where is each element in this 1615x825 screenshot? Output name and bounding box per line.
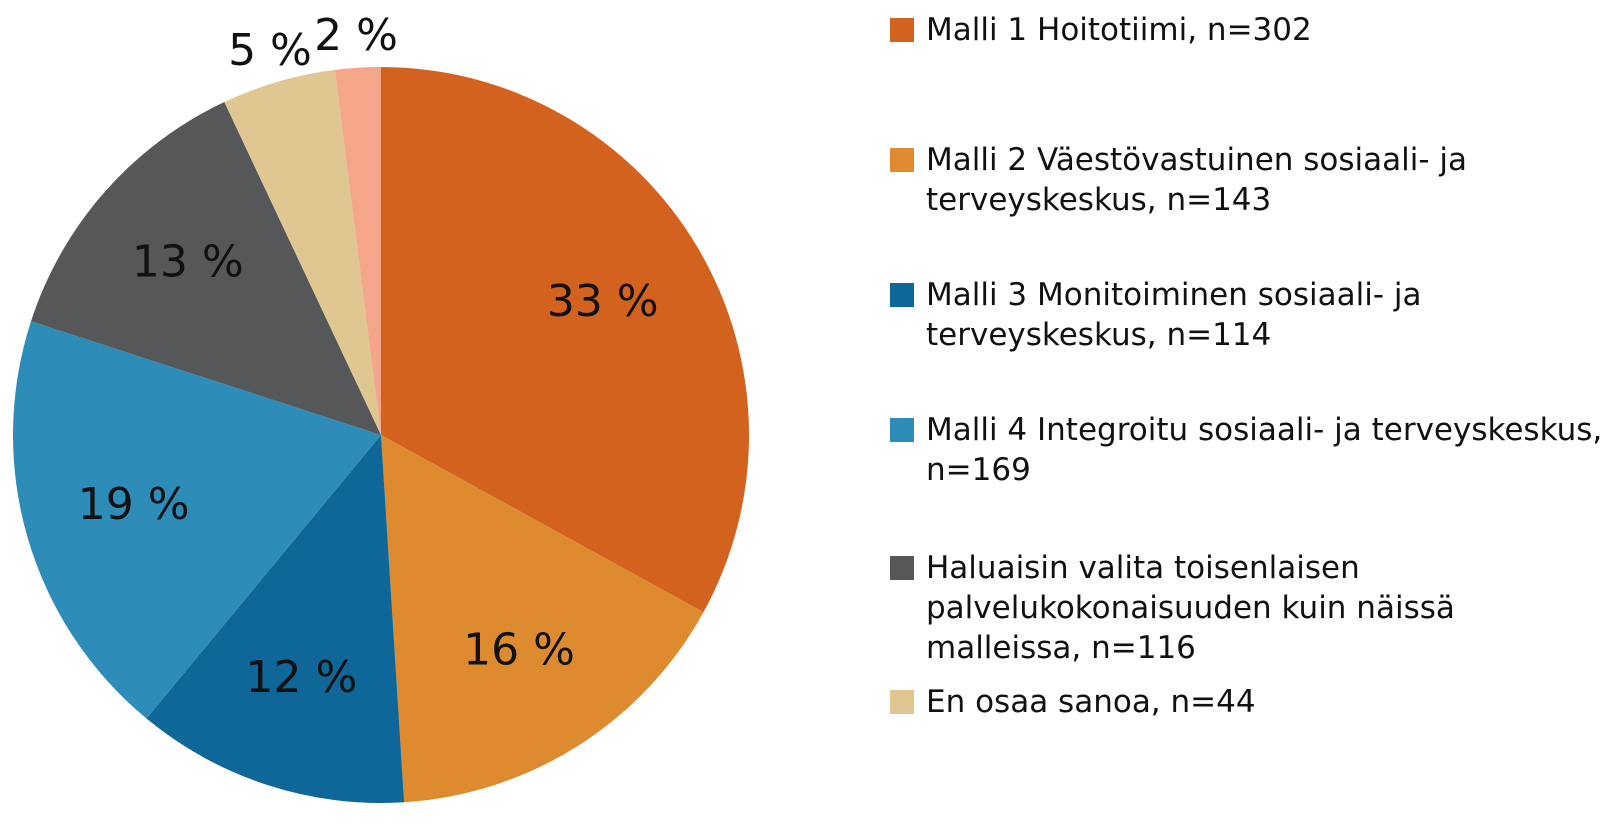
legend-label: Malli 3 Monitoiminen sosiaali- ja tervey… (926, 277, 1422, 353)
legend-label: Haluaisin valita toisenlaisen palvelukok… (926, 550, 1455, 666)
legend-label: En osaa sanoa, n=44 (926, 684, 1256, 720)
legend-label: Malli 2 Väestövastuinen sosiaali- ja ter… (926, 142, 1468, 218)
legend-swatch (890, 283, 914, 307)
pie-slice (224, 69, 381, 435)
pie-slice (13, 321, 382, 719)
legend-label: Malli 4 Integroitu sosiaali- ja terveysk… (926, 412, 1603, 488)
legend-swatch (890, 556, 914, 580)
legend-item: Malli 3 Monitoiminen sosiaali- ja tervey… (890, 275, 1610, 355)
legend-item: Haluaisin valita toisenlaisen palvelukok… (890, 548, 1610, 668)
legend-item: En osaa sanoa, n=44 (890, 682, 1610, 722)
pie-slice (146, 435, 405, 804)
data-label: 2 % (314, 10, 398, 61)
data-label: 12 % (245, 652, 357, 703)
legend-item: Malli 1 Hoitotiimi, n=302 (890, 10, 1610, 50)
pie-area: 33 % 16 % 12 % 19 % 13 % 5 % 2 % (13, 10, 749, 804)
pie-slice (31, 102, 382, 435)
legend-item: Malli 4 Integroitu sosiaali- ja terveysk… (890, 410, 1610, 490)
data-label: 16 % (463, 624, 575, 675)
legend-swatch (890, 148, 914, 172)
data-label: 13 % (132, 237, 244, 288)
legend-item: Malli 2 Väestövastuinen sosiaali- ja ter… (890, 140, 1610, 220)
pie-slice (381, 435, 704, 803)
pie-slice (334, 67, 381, 435)
legend-swatch (890, 690, 914, 714)
legend-label: Malli 1 Hoitotiimi, n=302 (926, 12, 1312, 48)
pie-slice (381, 67, 749, 613)
legend-swatch (890, 18, 914, 42)
data-label: 5 % (228, 25, 312, 76)
legend-swatch (890, 418, 914, 442)
data-label: 33 % (547, 276, 659, 327)
data-label: 19 % (78, 479, 190, 530)
